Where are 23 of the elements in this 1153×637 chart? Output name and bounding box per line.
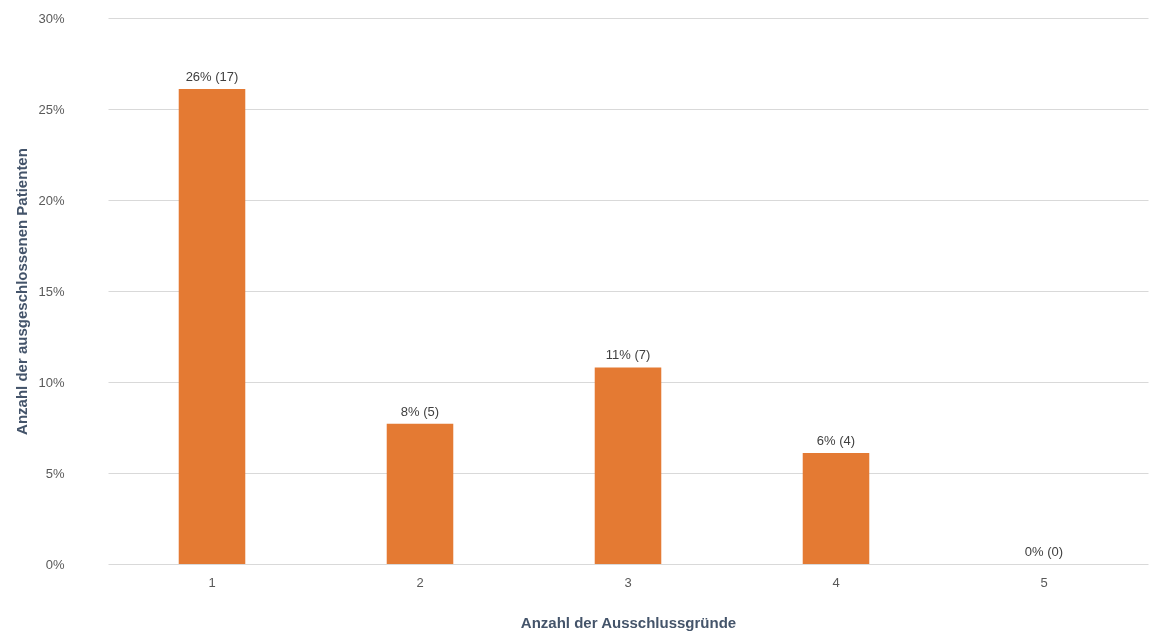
data-label: 8% (5) bbox=[400, 403, 440, 419]
bar bbox=[178, 88, 246, 564]
x-axis-title: Anzahl der Ausschlussgründe bbox=[520, 613, 737, 631]
y-tick-label: 0% bbox=[45, 556, 65, 572]
y-tick-label: 10% bbox=[38, 374, 65, 390]
y-tick-label: 5% bbox=[45, 465, 65, 481]
x-tick-label: 5 bbox=[1040, 574, 1048, 590]
x-tick-label: 2 bbox=[416, 574, 424, 590]
bar bbox=[802, 452, 870, 564]
data-label: 6% (4) bbox=[816, 432, 856, 448]
y-tick-label: 15% bbox=[38, 283, 65, 299]
y-axis-title: Anzahl der ausgeschlossenen Patienten bbox=[13, 148, 31, 435]
x-tick-label: 3 bbox=[624, 574, 632, 590]
y-tick-label: 20% bbox=[38, 192, 65, 208]
bar bbox=[386, 423, 454, 564]
y-tick-label: 25% bbox=[38, 101, 65, 117]
data-label: 0% (0) bbox=[1024, 544, 1064, 559]
x-tick-label: 4 bbox=[832, 574, 840, 590]
data-label: 11% (7) bbox=[605, 347, 651, 363]
bar bbox=[594, 367, 662, 564]
data-label: 26% (17) bbox=[185, 68, 239, 84]
x-tick-label: 1 bbox=[208, 574, 216, 590]
y-tick-label: 30% bbox=[38, 10, 65, 26]
